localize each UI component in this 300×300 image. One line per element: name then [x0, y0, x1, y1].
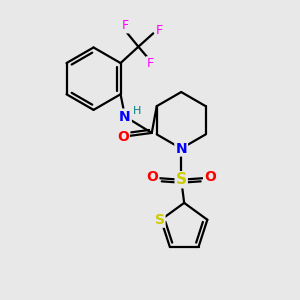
Text: N: N: [119, 110, 131, 124]
Text: F: F: [156, 24, 163, 37]
Text: F: F: [122, 20, 129, 32]
Text: N: N: [176, 142, 187, 155]
Text: O: O: [204, 170, 216, 184]
Text: H: H: [133, 106, 142, 116]
Text: F: F: [147, 57, 154, 70]
Text: O: O: [146, 170, 158, 184]
Text: S: S: [176, 172, 187, 187]
Text: S: S: [154, 213, 164, 227]
Text: O: O: [117, 130, 129, 144]
